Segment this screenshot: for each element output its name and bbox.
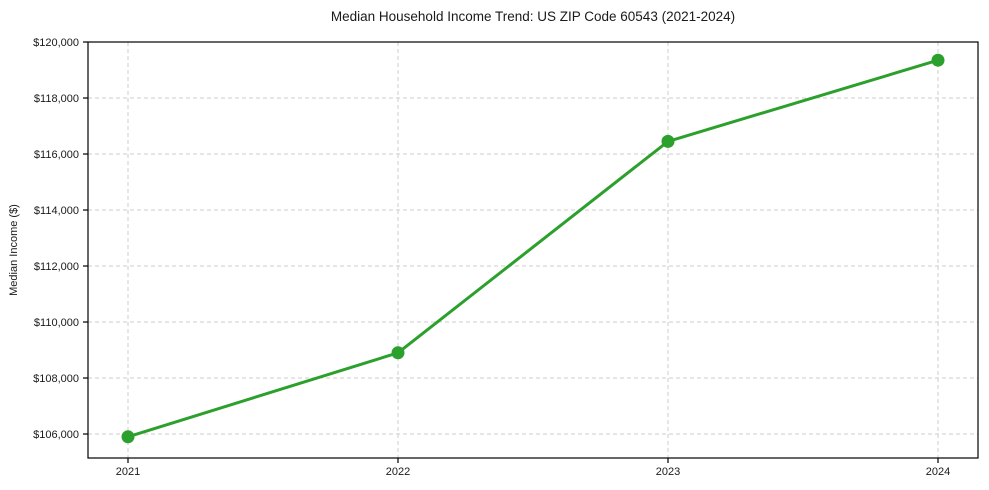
y-tick-label: $110,000 [34, 317, 79, 329]
trend-line [126, 58, 940, 439]
data-point-marker-2021 [121, 430, 135, 444]
y-tick-label: $116,000 [34, 149, 79, 161]
y-tick-label: $118,000 [34, 93, 79, 105]
y-tick-label: $108,000 [33, 373, 79, 385]
y-tick-label: $114,000 [34, 205, 79, 217]
plot-border [87, 41, 979, 459]
y-axis-label: Median Income ($) [8, 204, 20, 296]
x-tick-label: 2021 [116, 466, 140, 478]
x-tick-label: 2024 [926, 466, 950, 478]
data-point-marker-2024 [931, 53, 945, 67]
y-tick-label: $106,000 [33, 429, 79, 441]
y-tick-label: $120,000 [33, 37, 79, 49]
y-tick-label: $112,000 [34, 261, 79, 273]
chart-title: Median Household Income Trend: US ZIP Co… [331, 9, 735, 24]
data-point-marker-2023 [661, 134, 675, 148]
x-tick-label: 2023 [656, 466, 680, 478]
data-point-marker-2022 [391, 346, 405, 360]
x-tick-label: 2022 [386, 466, 410, 478]
